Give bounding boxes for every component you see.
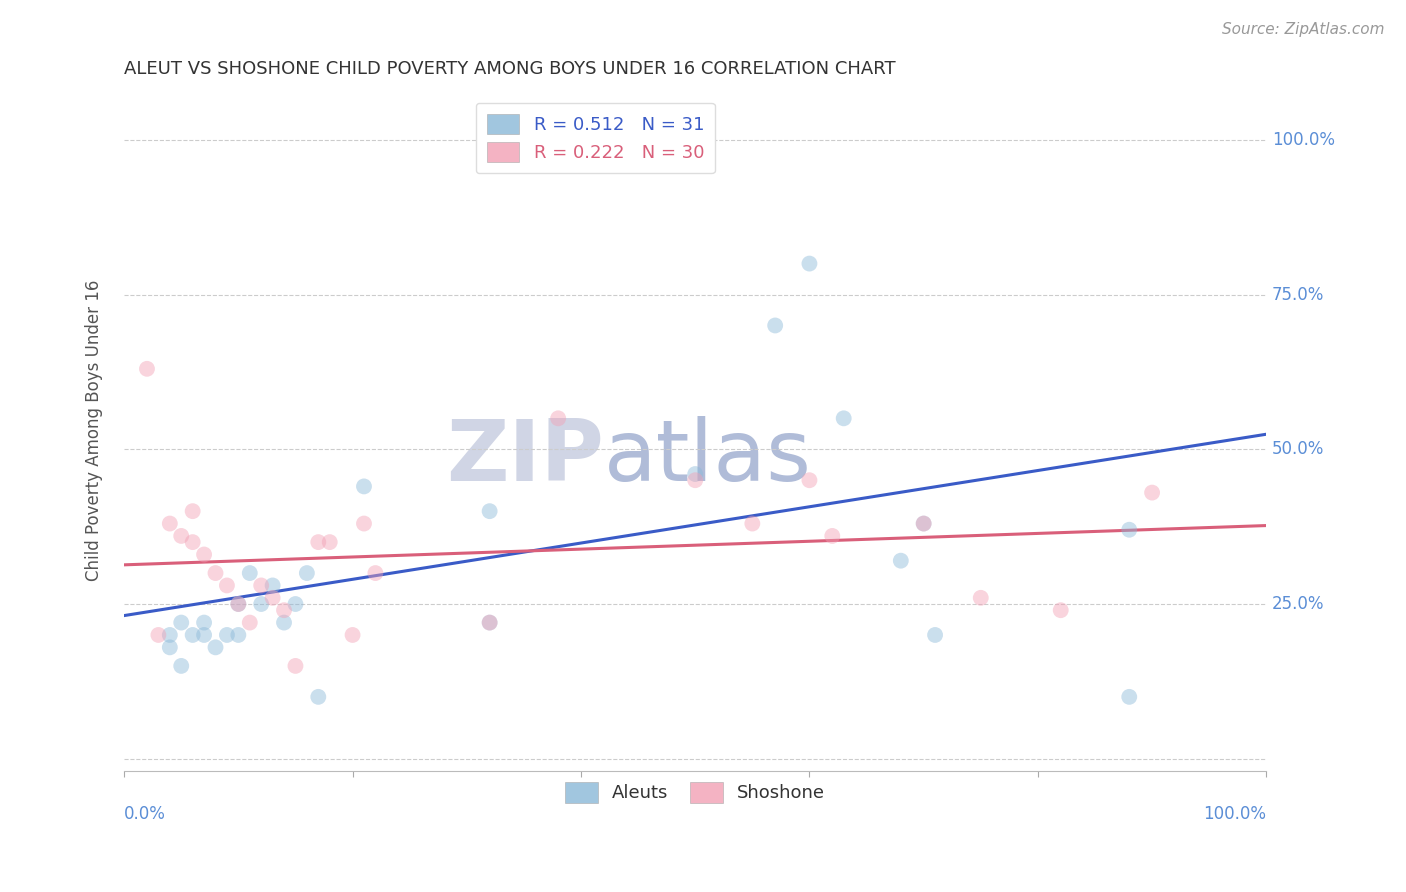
Point: [250, 578, 273, 592]
Point: [250, 597, 273, 611]
Point: [763, 318, 786, 333]
Point: [170, 615, 193, 630]
Text: 50.0%: 50.0%: [1272, 441, 1324, 458]
Point: [239, 615, 262, 630]
Point: [478, 504, 501, 518]
Text: Source: ZipAtlas.com: Source: ZipAtlas.com: [1222, 22, 1385, 37]
Point: [262, 591, 284, 605]
Point: [1140, 485, 1163, 500]
Point: [228, 628, 250, 642]
Text: 100.0%: 100.0%: [1272, 131, 1336, 149]
Point: [136, 361, 159, 376]
Point: [273, 615, 295, 630]
Point: [478, 615, 501, 630]
Point: [284, 659, 307, 673]
Point: [239, 566, 262, 580]
Point: [159, 640, 181, 655]
Point: [547, 133, 569, 147]
Point: [193, 548, 215, 562]
Point: [547, 411, 569, 425]
Point: [215, 578, 238, 592]
Legend: Aleuts, Shoshone: Aleuts, Shoshone: [558, 774, 832, 810]
Point: [204, 640, 226, 655]
Point: [683, 473, 706, 487]
Point: [307, 535, 329, 549]
Point: [148, 628, 170, 642]
Point: [215, 628, 238, 642]
Text: atlas: atlas: [603, 417, 811, 500]
Point: [353, 479, 375, 493]
Point: [319, 535, 342, 549]
Point: [353, 516, 375, 531]
Point: [181, 504, 204, 518]
Point: [799, 256, 821, 270]
Point: [284, 597, 307, 611]
Point: [262, 578, 284, 592]
Point: [273, 603, 295, 617]
Point: [821, 529, 844, 543]
Point: [170, 659, 193, 673]
Point: [342, 628, 364, 642]
Y-axis label: Child Poverty Among Boys Under 16: Child Poverty Among Boys Under 16: [86, 280, 103, 582]
Point: [364, 566, 387, 580]
Point: [204, 566, 226, 580]
Point: [890, 554, 912, 568]
Point: [181, 628, 204, 642]
Point: [924, 628, 946, 642]
Point: [912, 516, 935, 531]
Point: [970, 591, 993, 605]
Point: [170, 529, 193, 543]
Text: 0.0%: 0.0%: [124, 805, 166, 823]
Point: [181, 535, 204, 549]
Point: [193, 615, 215, 630]
Point: [159, 516, 181, 531]
Point: [228, 597, 250, 611]
Point: [683, 467, 706, 481]
Point: [193, 628, 215, 642]
Point: [741, 516, 763, 531]
Text: ALEUT VS SHOSHONE CHILD POVERTY AMONG BOYS UNDER 16 CORRELATION CHART: ALEUT VS SHOSHONE CHILD POVERTY AMONG BO…: [124, 60, 896, 78]
Point: [1118, 690, 1140, 704]
Point: [228, 597, 250, 611]
Text: 75.0%: 75.0%: [1272, 285, 1324, 303]
Point: [159, 628, 181, 642]
Text: 25.0%: 25.0%: [1272, 595, 1324, 613]
Point: [1118, 523, 1140, 537]
Point: [1049, 603, 1071, 617]
Point: [832, 411, 855, 425]
Point: [295, 566, 318, 580]
Point: [912, 516, 935, 531]
Point: [478, 615, 501, 630]
Point: [307, 690, 329, 704]
Text: ZIP: ZIP: [446, 417, 603, 500]
Text: 100.0%: 100.0%: [1204, 805, 1267, 823]
Point: [799, 473, 821, 487]
